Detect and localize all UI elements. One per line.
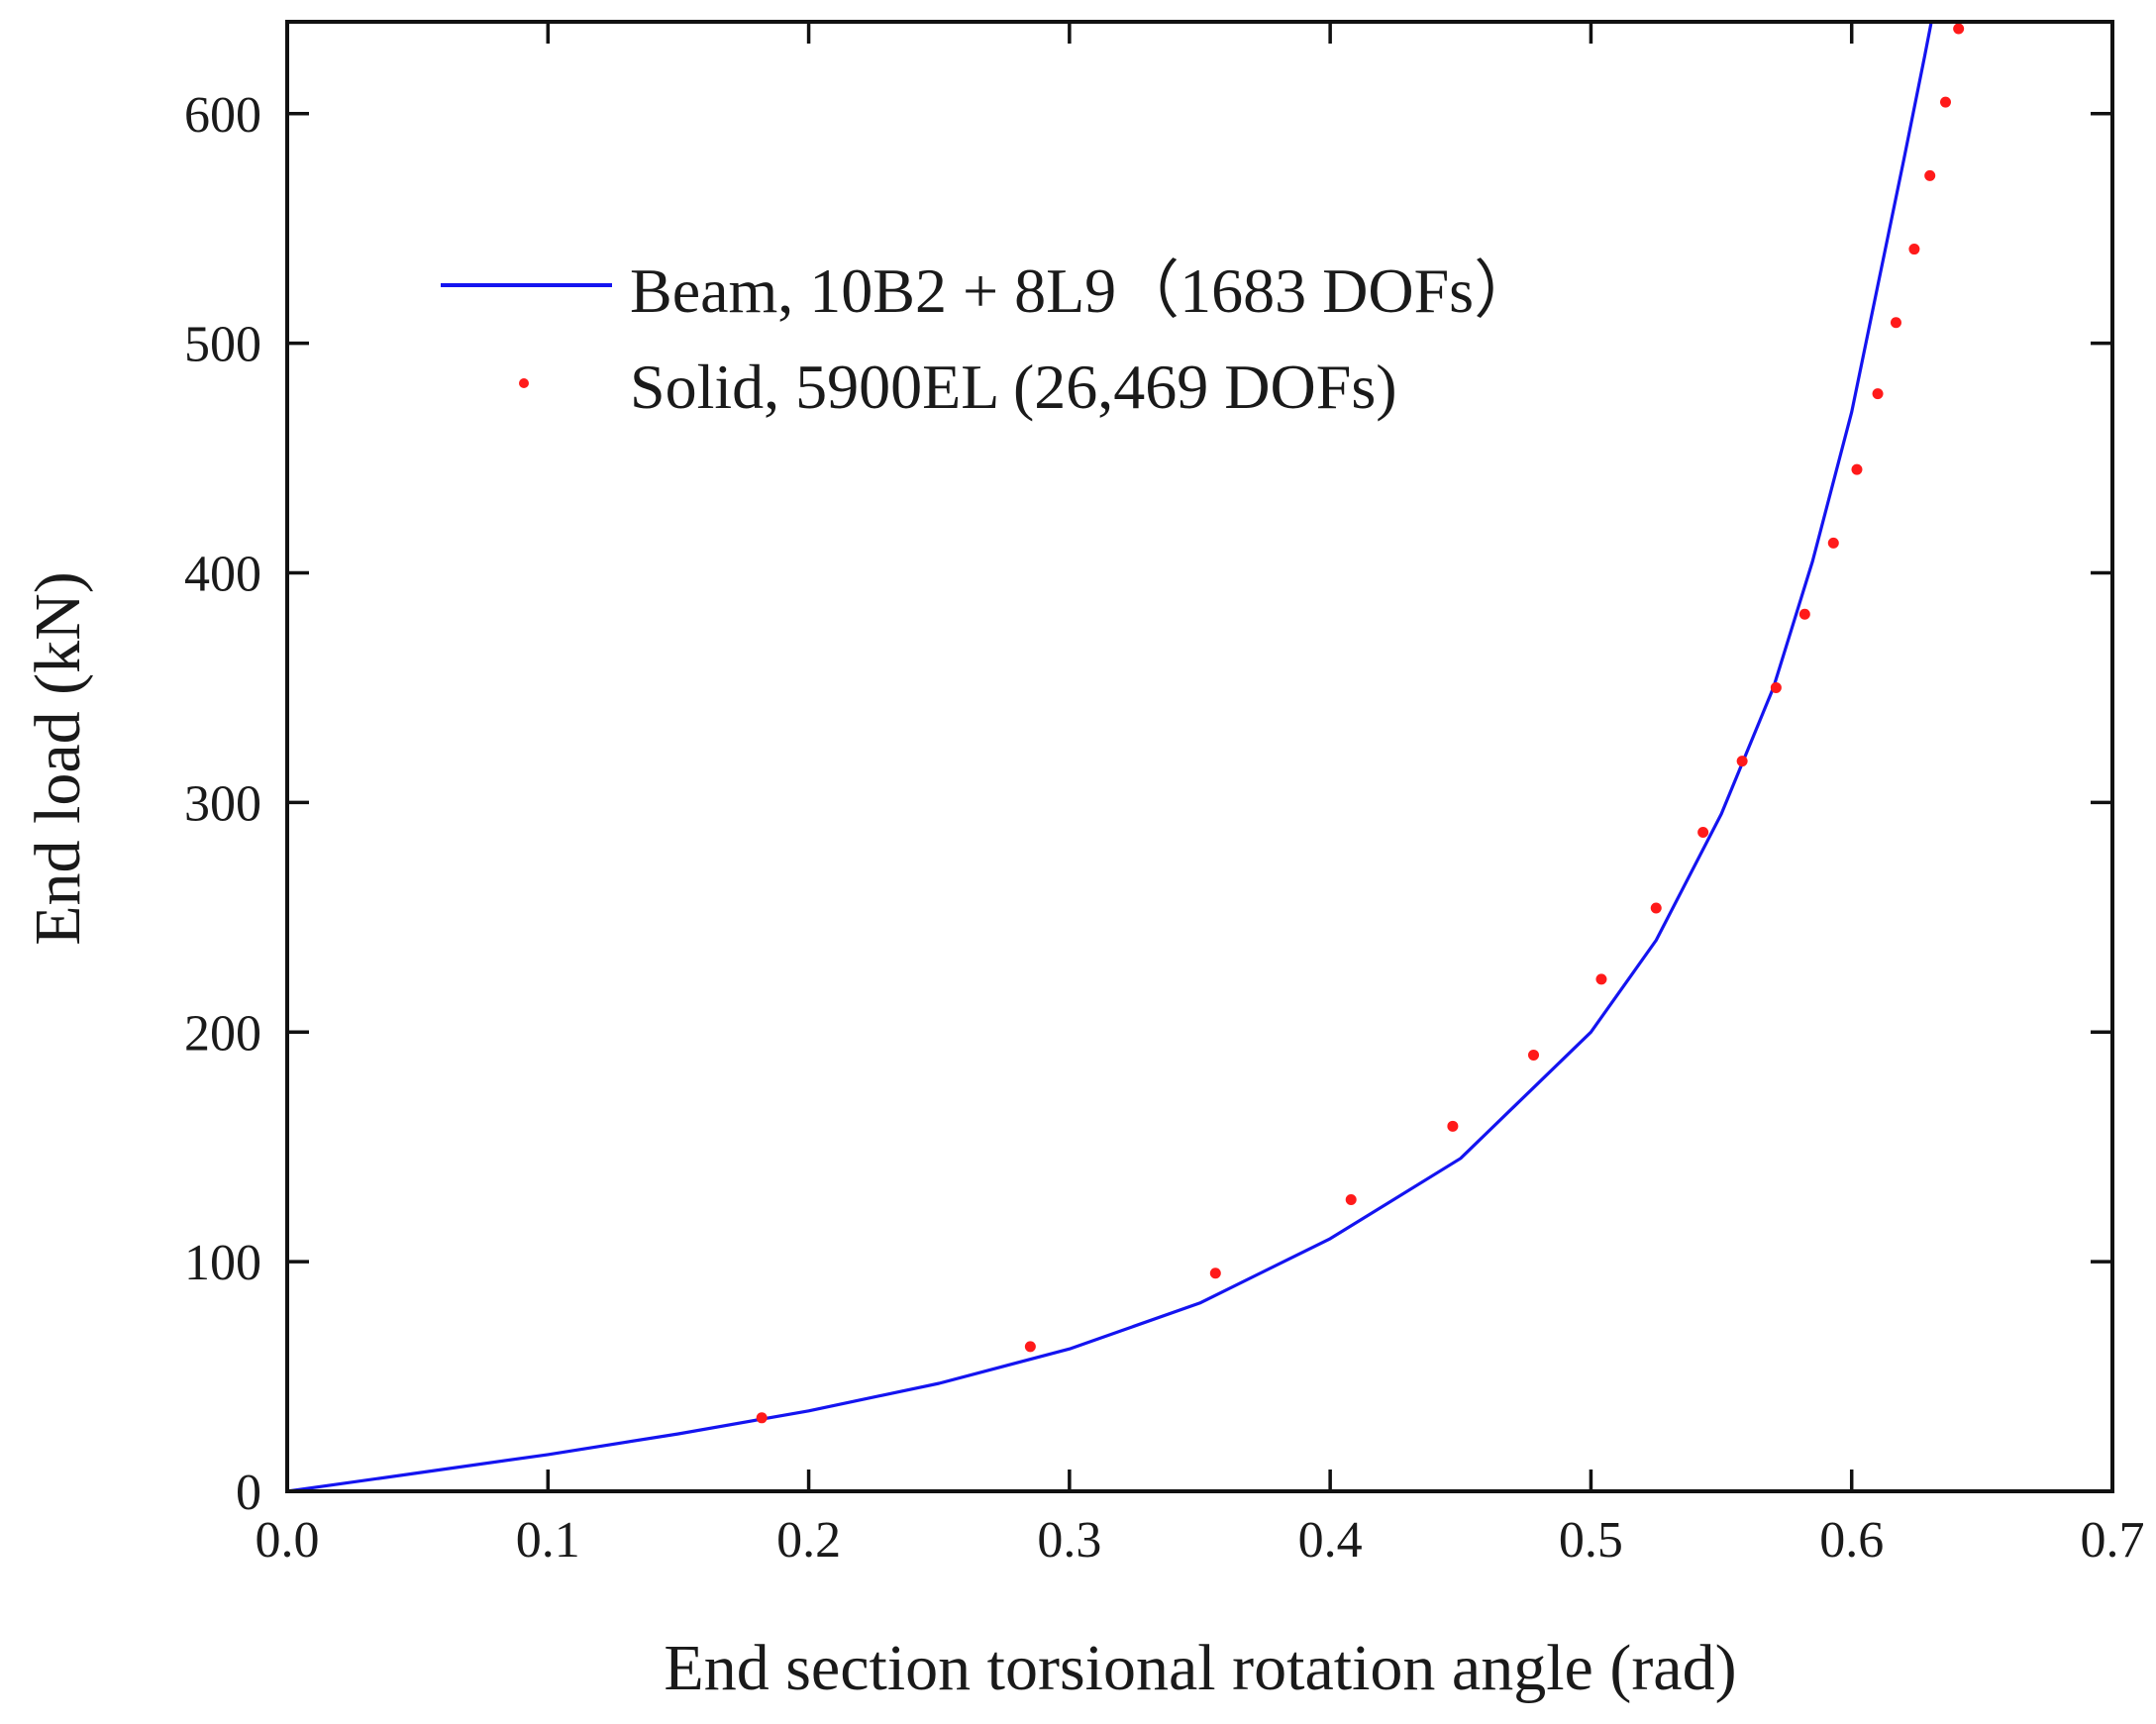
ticks-layer: 0.0 0.1 0.2 0.3 0.4 0.5 0.6 0.7 0 100 200 300 400 500…	[184, 22, 2145, 1569]
x-tick-label: 0.6	[1819, 1512, 1884, 1569]
solid-data-point	[1345, 1194, 1357, 1206]
legend-point-swatch	[519, 378, 529, 388]
x-tick-label: 0.2	[776, 1512, 841, 1569]
x-tick-label: 0.7	[2081, 1512, 2145, 1569]
solid-data-point	[1953, 23, 1965, 35]
solid-data-point	[756, 1412, 768, 1424]
solid-data-point	[1447, 1120, 1459, 1132]
y-tick-label: 300	[184, 775, 261, 832]
solid-data-point	[1209, 1268, 1221, 1279]
x-tick-label: 0.3	[1037, 1512, 1101, 1569]
solid-data-point	[1024, 1341, 1036, 1353]
solid-data-point	[1851, 463, 1863, 475]
solid-data-point	[1924, 169, 1936, 181]
y-tick-label: 500	[184, 317, 261, 373]
solid-data-point	[1595, 973, 1607, 985]
x-tick-label: 0.5	[1559, 1512, 1623, 1569]
solid-data-point	[1736, 756, 1748, 767]
solid-data-point	[1908, 244, 1920, 255]
plot-frame	[285, 20, 2114, 1493]
solid-data-point	[1697, 827, 1709, 839]
x-tick-label: 0.0	[256, 1512, 320, 1569]
y-tick-label: 600	[184, 87, 261, 144]
solid-data-point	[1890, 317, 1901, 329]
solid-data-point	[1827, 537, 1839, 549]
legend-label-beam: Beam, 10B2 + 8L9（1683 DOFs）	[630, 255, 1537, 326]
y-tick-label: 400	[184, 547, 261, 603]
legend: Beam, 10B2 + 8L9（1683 DOFs） Solid, 5900E…	[441, 255, 1537, 422]
series-points-solid	[756, 23, 1965, 1424]
solid-data-point	[1528, 1049, 1540, 1061]
series-line-beam	[287, 22, 1933, 1491]
x-tick-label: 0.1	[516, 1512, 580, 1569]
y-axis-title: End load (kN)	[22, 571, 94, 946]
y-tick-label: 0	[236, 1465, 261, 1521]
x-tick-label: 0.4	[1298, 1512, 1363, 1569]
y-tick-label: 200	[184, 1005, 261, 1062]
solid-data-point	[1770, 681, 1782, 693]
solid-data-point	[1798, 608, 1810, 620]
solid-data-point	[1872, 388, 1884, 400]
solid-data-point	[1939, 96, 1951, 108]
legend-label-solid: Solid, 5900EL (26,469 DOFs)	[630, 352, 1397, 422]
x-axis-title: End section torsional rotation angle (ra…	[664, 1632, 1736, 1704]
y-tick-label: 100	[184, 1235, 261, 1291]
series-layer	[287, 22, 1965, 1491]
solid-data-point	[1650, 902, 1662, 914]
